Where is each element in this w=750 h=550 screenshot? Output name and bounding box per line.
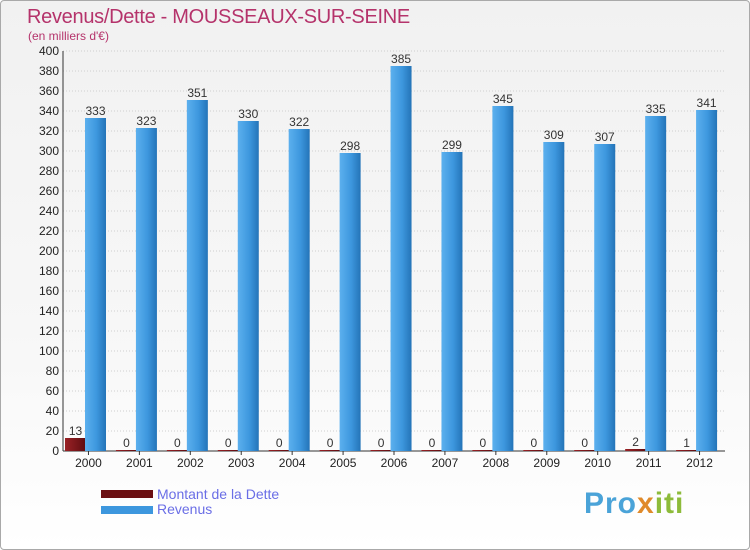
bar-dette bbox=[676, 450, 698, 451]
y-tick-label: 160 bbox=[39, 284, 59, 298]
bar-dette bbox=[319, 450, 341, 451]
bar-dette bbox=[217, 450, 239, 451]
y-tick-label: 280 bbox=[39, 164, 59, 178]
bar-dette bbox=[370, 450, 392, 451]
data-label-revenus: 385 bbox=[391, 52, 411, 66]
y-tick-label: 320 bbox=[39, 124, 59, 138]
x-tick-label: 2007 bbox=[432, 456, 459, 470]
data-label-dette: 0 bbox=[480, 436, 487, 450]
data-label-revenus: 298 bbox=[340, 139, 360, 153]
x-tick-label: 2004 bbox=[279, 456, 306, 470]
chart-title: Revenus/Dette - MOUSSEAUX-SUR-SEINE bbox=[27, 6, 410, 28]
bar-dette bbox=[115, 450, 137, 451]
y-tick-label: 300 bbox=[39, 144, 59, 158]
bar-revenus bbox=[594, 144, 616, 451]
data-label-revenus: 299 bbox=[442, 138, 462, 152]
x-tick-label: 2009 bbox=[533, 456, 560, 470]
y-tick-label: 200 bbox=[39, 244, 59, 258]
data-label-revenus: 323 bbox=[136, 114, 156, 128]
data-label-dette: 0 bbox=[429, 436, 436, 450]
data-label-dette: 2 bbox=[632, 435, 639, 449]
data-label-dette: 1 bbox=[683, 436, 690, 450]
y-tick-label: 180 bbox=[39, 264, 59, 278]
y-tick-label: 340 bbox=[39, 104, 59, 118]
data-label-dette: 0 bbox=[225, 436, 232, 450]
y-tick-label: 120 bbox=[39, 324, 59, 338]
data-label-revenus: 330 bbox=[238, 107, 258, 121]
bar-revenus bbox=[186, 100, 208, 451]
chart-subtitle: (en milliers d'€) bbox=[28, 29, 109, 43]
bar-revenus bbox=[237, 121, 259, 451]
y-tick-label: 400 bbox=[39, 44, 59, 58]
x-tick-label: 2006 bbox=[381, 456, 408, 470]
y-tick-label: 220 bbox=[39, 224, 59, 238]
bar-revenus bbox=[543, 142, 565, 451]
x-tick-label: 2012 bbox=[686, 456, 713, 470]
data-label-revenus: 345 bbox=[493, 92, 513, 106]
x-tick-label: 2008 bbox=[482, 456, 509, 470]
y-tick-label: 20 bbox=[46, 424, 60, 438]
data-label-revenus: 307 bbox=[595, 130, 615, 144]
data-label-revenus: 351 bbox=[187, 86, 207, 100]
y-tick-label: 240 bbox=[39, 204, 59, 218]
data-label-dette: 13 bbox=[69, 424, 83, 438]
x-tick-label: 2005 bbox=[330, 456, 357, 470]
bar-revenus bbox=[339, 153, 361, 451]
y-tick-label: 80 bbox=[46, 364, 60, 378]
bar-dette bbox=[268, 450, 290, 451]
bar-revenus bbox=[441, 152, 463, 451]
data-label-revenus: 322 bbox=[289, 115, 309, 129]
y-tick-label: 100 bbox=[39, 344, 59, 358]
legend-label-debt: Montant de la Dette bbox=[157, 486, 280, 502]
x-tick-label: 2010 bbox=[584, 456, 611, 470]
data-label-dette: 0 bbox=[378, 436, 385, 450]
x-tick-label: 2002 bbox=[177, 456, 204, 470]
bar-dette bbox=[421, 450, 443, 451]
data-label-dette: 0 bbox=[174, 436, 181, 450]
legend-label-revenus: Revenus bbox=[157, 501, 213, 517]
bar-dette bbox=[574, 450, 596, 451]
legend-swatch-revenus bbox=[101, 506, 153, 514]
bar-revenus bbox=[135, 128, 157, 451]
data-label-dette: 0 bbox=[581, 436, 588, 450]
x-tick-label: 2011 bbox=[636, 456, 662, 470]
y-tick-label: 380 bbox=[39, 64, 59, 78]
bar-dette bbox=[523, 450, 545, 451]
bar-dette bbox=[472, 450, 494, 451]
legend-swatch-debt bbox=[101, 490, 153, 498]
bar-revenus bbox=[492, 106, 514, 451]
bar-revenus bbox=[85, 118, 106, 451]
data-label-revenus: 309 bbox=[544, 128, 564, 142]
y-tick-label: 60 bbox=[46, 384, 60, 398]
data-label-revenus: 335 bbox=[646, 102, 666, 116]
data-label-dette: 0 bbox=[123, 436, 130, 450]
proxiti-logo: Proxiti bbox=[584, 487, 685, 520]
data-label-dette: 0 bbox=[530, 436, 537, 450]
y-tick-label: 260 bbox=[39, 184, 59, 198]
data-label-dette: 0 bbox=[327, 436, 334, 450]
bar-dette bbox=[625, 449, 647, 451]
x-tick-label: 2003 bbox=[228, 456, 255, 470]
y-tick-label: 0 bbox=[52, 444, 59, 458]
data-label-revenus: 333 bbox=[85, 104, 105, 118]
bar-revenus bbox=[696, 110, 718, 451]
data-label-dette: 0 bbox=[276, 436, 283, 450]
y-tick-label: 140 bbox=[39, 304, 59, 318]
bar-revenus bbox=[645, 116, 667, 451]
bar-dette bbox=[65, 438, 86, 451]
x-tick-label: 2000 bbox=[75, 456, 102, 470]
y-tick-label: 40 bbox=[46, 404, 60, 418]
y-tick-label: 360 bbox=[39, 84, 59, 98]
x-tick-label: 2001 bbox=[126, 456, 153, 470]
bar-revenus bbox=[288, 129, 310, 451]
data-label-revenus: 341 bbox=[697, 96, 717, 110]
bar-dette bbox=[166, 450, 188, 451]
bar-revenus bbox=[390, 66, 412, 451]
